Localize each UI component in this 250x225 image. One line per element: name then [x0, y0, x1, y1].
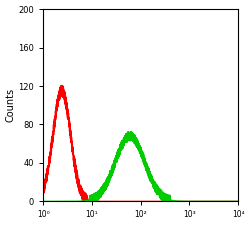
Y-axis label: Counts: Counts — [6, 88, 16, 122]
